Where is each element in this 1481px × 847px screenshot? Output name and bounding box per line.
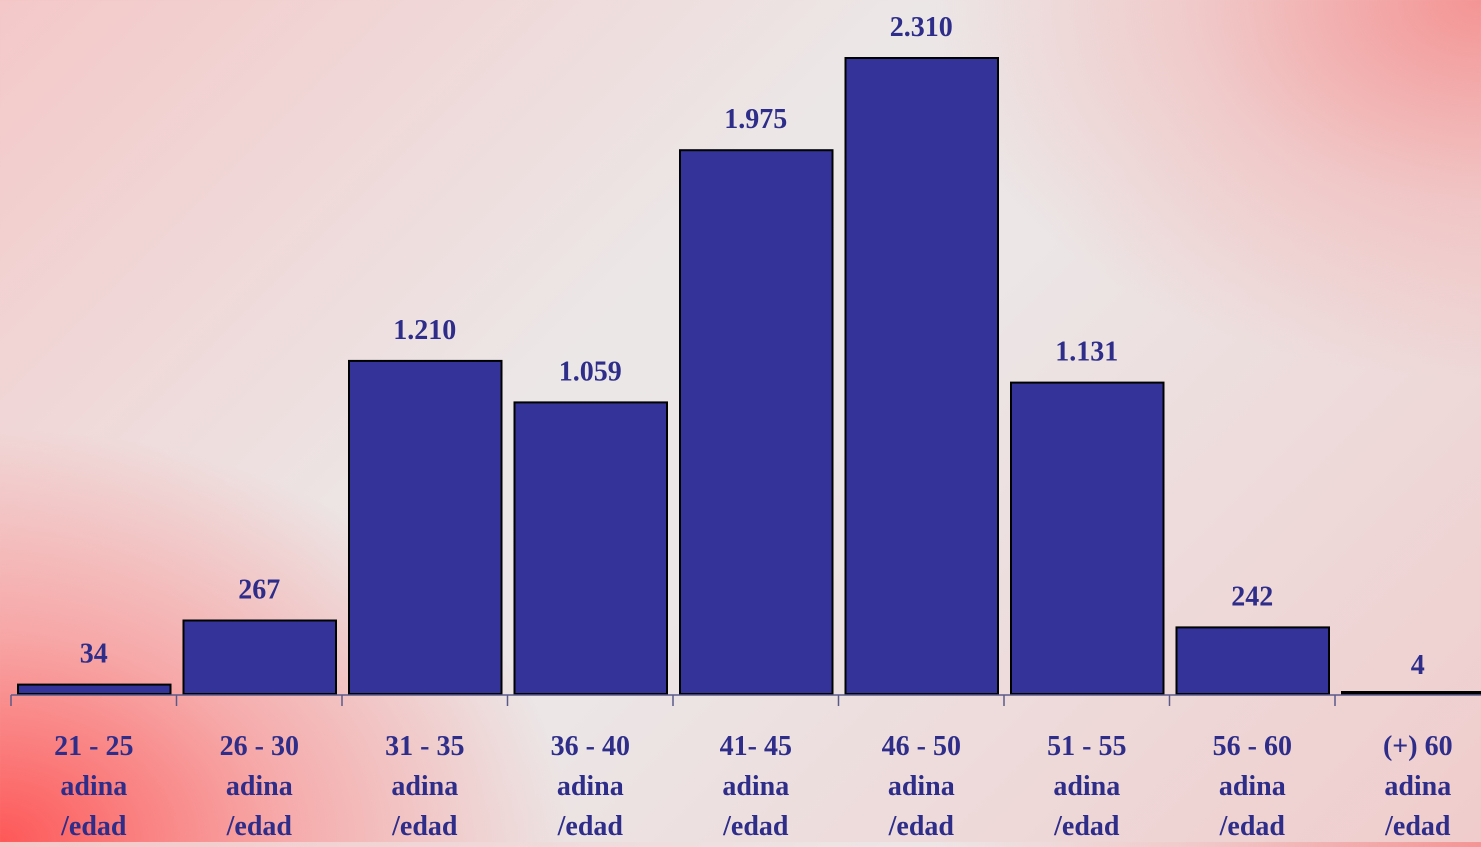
bar-0 xyxy=(17,683,172,695)
category-label-0-line-2: /edad xyxy=(60,811,127,842)
value-label-7: 242 xyxy=(1231,581,1273,612)
category-label-0-line-1: adina xyxy=(60,771,127,802)
category-label-3-line-2: /edad xyxy=(557,811,624,842)
value-label-6: 1.131 xyxy=(1055,337,1118,368)
value-label-5: 2.310 xyxy=(890,12,953,43)
bar-8 xyxy=(1341,691,1481,695)
category-labels-group: 21 - 25 adina/edad 26 - 30 adina/edad 31 - 3… xyxy=(54,731,1452,842)
value-label-3: 1.059 xyxy=(559,356,622,387)
category-label-4-line-1: adina xyxy=(722,771,789,802)
category-label-5-line-1: adina xyxy=(888,771,955,802)
category-label-2-line-0: 31 - 35 xyxy=(385,731,464,762)
bar-1 xyxy=(182,619,337,695)
bar-2 xyxy=(348,359,503,695)
category-label-3-line-1: adina xyxy=(557,771,624,802)
category-label-4-line-2: /edad xyxy=(722,811,789,842)
category-label-1-line-0: 26 - 30 xyxy=(220,731,299,762)
bar-5 xyxy=(844,57,999,695)
value-label-1: 267 xyxy=(238,575,280,606)
value-labels-group: 34 267 1.210 1.059 1.975 2.310 1.131 242 4 xyxy=(80,12,1425,681)
category-label-6-line-2: /edad xyxy=(1053,811,1120,842)
category-label-7-line-1: adina xyxy=(1219,771,1286,802)
category-label-7-line-2: /edad xyxy=(1219,811,1286,842)
category-label-5-line-0: 46 - 50 xyxy=(882,731,961,762)
value-label-8: 4 xyxy=(1411,650,1425,681)
category-label-8-line-1: adina xyxy=(1384,771,1451,802)
category-label-2-line-2: /edad xyxy=(391,811,458,842)
bar-3 xyxy=(513,401,668,695)
bar-6 xyxy=(1010,381,1165,695)
value-label-0: 34 xyxy=(80,639,108,670)
category-label-1-line-1: adina xyxy=(226,771,293,802)
category-label-8-line-2: /edad xyxy=(1384,811,1451,842)
category-label-8-line-0: (+) 60 xyxy=(1383,731,1453,762)
bars-group xyxy=(17,57,1481,696)
value-label-4: 1.975 xyxy=(724,104,787,135)
category-label-7-line-0: 56 - 60 xyxy=(1213,731,1292,762)
x-axis xyxy=(10,694,1481,706)
category-label-1-line-2: /edad xyxy=(226,811,293,842)
category-label-2-line-1: adina xyxy=(391,771,458,802)
category-label-6-line-0: 51 - 55 xyxy=(1047,731,1126,762)
category-label-5-line-2: /edad xyxy=(888,811,955,842)
value-label-2: 1.210 xyxy=(393,315,456,346)
category-label-3-line-0: 36 - 40 xyxy=(551,731,630,762)
category-label-4-line-0: 41- 45 xyxy=(720,731,792,762)
bar-4 xyxy=(679,149,834,695)
bar-7 xyxy=(1175,626,1330,696)
category-label-0-line-0: 21 - 25 xyxy=(54,731,133,762)
category-label-6-line-1: adina xyxy=(1053,771,1120,802)
